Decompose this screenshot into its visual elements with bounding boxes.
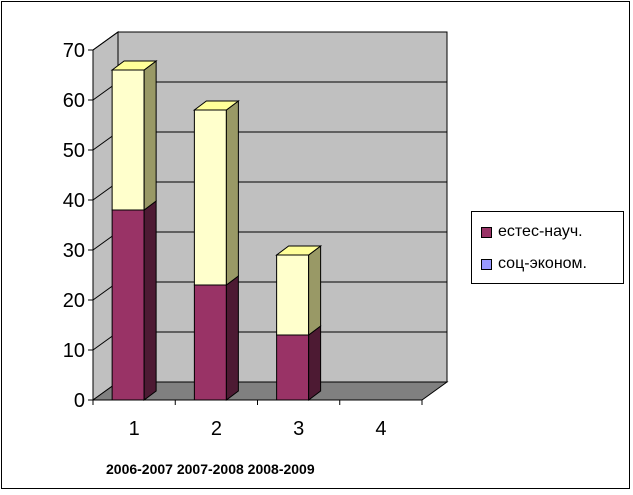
y-axis: 0 10 20 30 40 50 60 70 <box>63 40 94 412</box>
x-tick-label: 1 <box>129 418 140 440</box>
bar-соц-эконом.-3 <box>275 245 323 336</box>
legend-swatch-series-2 <box>481 258 492 270</box>
x-axis: 1 2 3 4 <box>92 399 423 440</box>
y-tick-label: 40 <box>63 190 85 212</box>
chart: 0 10 20 30 40 50 60 70 1 2 3 4 2006-2007 2007-2008… <box>63 31 449 477</box>
bars <box>110 60 323 401</box>
y-tick-label: 30 <box>63 240 85 262</box>
gridline <box>92 31 447 51</box>
bar-top <box>110 60 158 71</box>
y-tick-label: 0 <box>74 390 85 412</box>
bar-side <box>308 325 322 401</box>
bar-front <box>193 284 227 401</box>
y-tick-label: 20 <box>63 290 85 312</box>
legend-label-series-2: соц-эконом. <box>498 255 587 272</box>
bar-естес-науч.-3 <box>276 325 322 401</box>
bar-соц-эконом.-2 <box>192 100 240 286</box>
y-tick-label: 10 <box>63 340 85 362</box>
bar-естес-науч.-1 <box>111 200 157 401</box>
bar-top <box>275 245 323 256</box>
bar-front <box>111 209 145 401</box>
legend: естес-науч. соц-эконом. <box>471 211 624 284</box>
y-tick-label: 60 <box>63 90 85 112</box>
x-tick-label: 3 <box>293 418 304 440</box>
bar-side <box>225 100 239 286</box>
legend-item-series-1: естес-науч. <box>481 223 583 241</box>
bar-front <box>276 254 310 336</box>
bar-side <box>143 60 157 211</box>
bar-front <box>111 69 145 211</box>
y-tick-label: 70 <box>63 40 85 62</box>
bar-side <box>308 245 322 336</box>
bar-side <box>225 275 239 401</box>
y-tick-label: 50 <box>63 140 85 162</box>
legend-label-series-1: естес-науч. <box>498 223 583 240</box>
bar-top <box>192 100 240 111</box>
bar-front <box>193 109 227 286</box>
legend-swatch-series-1 <box>481 226 492 238</box>
bar-соц-эконом.-1 <box>110 60 158 211</box>
bar-естес-науч.-2 <box>193 275 239 401</box>
legend-item-series-2: соц-эконом. <box>481 255 587 273</box>
period-label: 2006-2007 2007-2008 2008-2009 <box>106 461 315 477</box>
x-tick-label: 2 <box>211 418 222 440</box>
x-tick-label: 4 <box>375 418 386 440</box>
bar-side <box>143 200 157 401</box>
bar-front <box>276 334 310 401</box>
